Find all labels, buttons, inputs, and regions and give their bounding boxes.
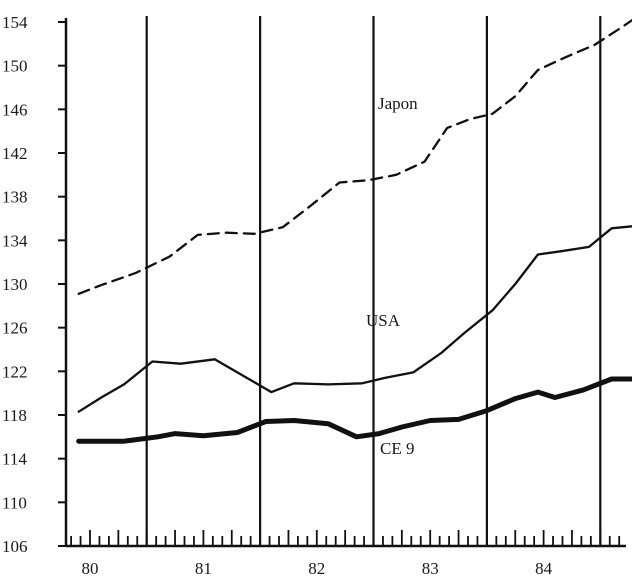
labels: 106 110 114 118 122 126 130 134 138 142 146 150 154 8… bbox=[2, 13, 553, 578]
gridlines bbox=[145, 16, 602, 546]
y-tick-label: 126 bbox=[2, 319, 28, 338]
series-line-ce-9 bbox=[76, 376, 632, 444]
x-tick-label: 80 bbox=[82, 559, 99, 578]
series-label: CE 9 bbox=[380, 439, 414, 458]
y-tick-label: 110 bbox=[2, 493, 27, 512]
series-lines bbox=[76, 18, 632, 444]
y-tick-label: 134 bbox=[2, 231, 28, 250]
x-tick-label: 84 bbox=[535, 559, 553, 578]
x-tick-label: 81 bbox=[195, 559, 212, 578]
y-tick-label: 114 bbox=[2, 450, 27, 469]
series-label: Japon bbox=[378, 94, 418, 113]
x-tick-label: 82 bbox=[308, 559, 325, 578]
axes bbox=[58, 18, 626, 548]
series-label: USA bbox=[366, 311, 401, 330]
y-tick-label: 150 bbox=[2, 57, 28, 76]
y-tick-label: 142 bbox=[2, 144, 28, 163]
series-line-japon bbox=[77, 18, 632, 295]
series-line-usa bbox=[77, 225, 632, 413]
y-tick-label: 146 bbox=[2, 100, 28, 119]
y-tick-label: 138 bbox=[2, 188, 28, 207]
y-tick-label: 122 bbox=[2, 362, 28, 381]
y-tick-label: 118 bbox=[2, 406, 27, 425]
y-tick-label: 154 bbox=[2, 13, 28, 32]
x-tick-label: 83 bbox=[422, 559, 439, 578]
y-tick-label: 130 bbox=[2, 275, 28, 294]
y-tick-label: 106 bbox=[2, 537, 28, 556]
